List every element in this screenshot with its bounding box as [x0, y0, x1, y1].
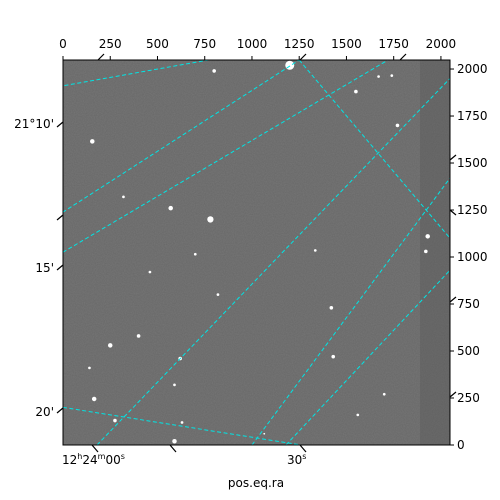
x-tick-label: 750	[193, 37, 216, 51]
x-tick-label: 1500	[331, 37, 362, 51]
dec-label-2: 20'	[35, 405, 54, 419]
y-tick-label: 0	[457, 438, 465, 452]
plot-frame	[62, 59, 451, 446]
star-point	[382, 392, 386, 396]
y-tick-label: 1750	[457, 109, 488, 123]
star-point	[356, 413, 360, 417]
star-point	[90, 139, 95, 144]
y-axis-right: 0 250 500 750 1000 1250 1500 1750 2000	[450, 62, 488, 452]
star-point	[354, 89, 358, 94]
dec-grid-line	[63, 60, 300, 213]
coordinate-grid	[63, 60, 450, 445]
ra-tick-marks	[91, 53, 407, 453]
star-point	[207, 216, 214, 223]
x-tick-label: 2000	[426, 37, 457, 51]
ra-grid-line	[63, 60, 389, 253]
star-point	[377, 75, 380, 78]
star-point	[122, 195, 125, 199]
star-point	[390, 74, 394, 77]
star-point	[329, 305, 334, 310]
star-point	[148, 270, 152, 274]
x-tick-label: 1750	[378, 37, 409, 51]
x-axis-top: 0 250 500 750 1000 1250 1500 1750 2000	[59, 37, 456, 60]
star-point	[107, 343, 113, 348]
dec-grid-line	[251, 177, 450, 445]
dec-label-1: 15'	[35, 261, 54, 275]
ra-label-1: 30s	[287, 452, 306, 467]
x-tick-label: 0	[59, 37, 67, 51]
ra-grid-line	[96, 78, 450, 445]
dec-grid-line	[63, 406, 302, 445]
star-point	[168, 205, 173, 211]
x-tick-label: 250	[99, 37, 122, 51]
star-point	[285, 60, 295, 70]
star-point	[216, 293, 220, 296]
y-tick-label: 1250	[457, 203, 488, 217]
star-point	[193, 252, 197, 256]
ra-grid-line	[63, 60, 209, 87]
star-point	[331, 354, 336, 359]
star-point	[173, 383, 176, 387]
x-tick-label: 1250	[284, 37, 315, 51]
x-tick-label: 500	[146, 37, 169, 51]
star-point	[313, 249, 317, 252]
star-point	[425, 234, 430, 239]
star-point	[172, 438, 177, 444]
x-tick-label: 1000	[237, 37, 268, 51]
dec-tick-marks	[56, 121, 457, 414]
y-tick-label: 1500	[457, 156, 488, 170]
star-point	[212, 69, 216, 73]
star-point	[91, 396, 97, 402]
star-point	[424, 249, 428, 254]
star-point	[88, 366, 91, 370]
y-tick-label: 1000	[457, 250, 488, 264]
image-noise	[63, 60, 450, 445]
y-tick-label: 2000	[457, 62, 488, 76]
star-point	[113, 418, 117, 423]
y-tick-label: 500	[457, 344, 480, 358]
y-tick-label: 750	[457, 297, 480, 311]
y-tick-label: 250	[457, 391, 480, 405]
x-axis-label: pos.eq.ra	[228, 476, 284, 490]
star-point	[180, 421, 184, 424]
star-point	[136, 334, 141, 338]
ra-grid-line	[285, 269, 450, 445]
star-point	[263, 432, 266, 435]
ra-label-0: 12h24m00s	[62, 452, 125, 467]
star-point	[395, 123, 400, 128]
dec-label-0: 21°10'	[14, 117, 54, 131]
